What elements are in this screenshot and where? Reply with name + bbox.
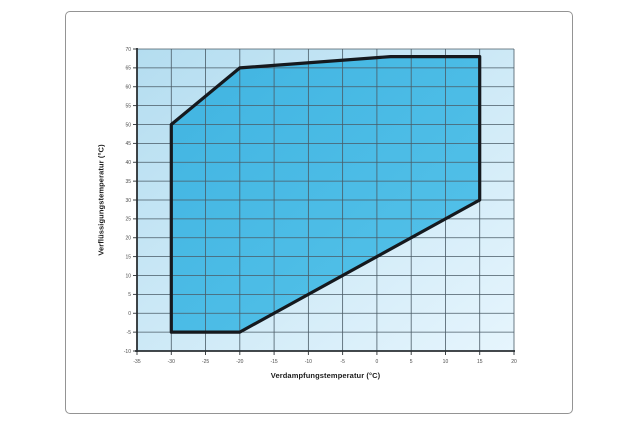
- y-axis-tick-label: 15: [125, 254, 131, 260]
- y-axis-tick-label: 45: [125, 141, 131, 147]
- y-axis-tick-label: 10: [125, 273, 131, 279]
- y-axis-tick-label: -10: [124, 349, 131, 355]
- x-axis-tick-label: -15: [270, 359, 277, 365]
- y-axis-tick-label: 65: [125, 66, 131, 72]
- x-axis-tick-label: 0: [376, 359, 379, 365]
- y-axis-tick-label: 50: [125, 122, 131, 128]
- y-axis-title: Verflüssigungstemperatur (°C): [96, 144, 106, 256]
- x-axis-tick-label: -20: [236, 359, 243, 365]
- x-axis-title: Verdampfungstemperatur (°C): [270, 371, 381, 380]
- x-axis-tick-label: 20: [511, 359, 517, 365]
- y-axis-tick-label: 0: [128, 311, 131, 317]
- operating-envelope-outline: [169, 54, 482, 334]
- y-axis-tick-label: 30: [125, 198, 131, 204]
- y-axis-tick-label: 55: [125, 103, 131, 109]
- y-axis-tick-label: 60: [125, 85, 131, 91]
- y-axis-tick-label: 20: [125, 236, 131, 242]
- y-axis-tick-label: 35: [125, 179, 131, 185]
- x-axis-tick-label: 10: [443, 359, 449, 365]
- y-axis-tick-label: 40: [125, 160, 131, 166]
- operating-envelope-fill: [171, 56, 480, 333]
- x-axis-tick-label: -5: [340, 359, 345, 365]
- x-axis-tick-label: -25: [202, 359, 209, 365]
- x-axis-tick-label: 15: [477, 359, 483, 365]
- y-axis-tick-label: 5: [128, 292, 131, 298]
- y-axis-tick-label: -5: [127, 330, 132, 336]
- x-axis-tick-label: 5: [410, 359, 413, 365]
- y-axis-tick-label: 70: [125, 47, 131, 53]
- x-axis-tick-label: -10: [305, 359, 312, 365]
- y-axis-tick-label: 25: [125, 217, 131, 223]
- x-axis-tick-label: -35: [133, 359, 140, 365]
- x-axis-tick-label: -30: [168, 359, 175, 365]
